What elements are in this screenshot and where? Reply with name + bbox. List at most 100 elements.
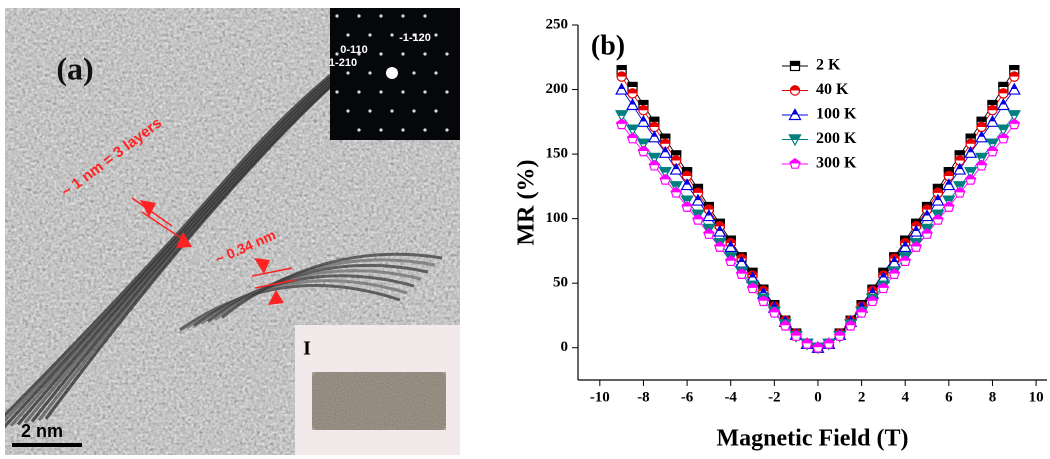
marker-fill xyxy=(823,337,835,344)
diffraction-spots xyxy=(335,14,449,132)
marker-fill xyxy=(779,319,791,326)
marker-fill xyxy=(669,181,683,187)
marker-fill xyxy=(703,228,715,234)
marker xyxy=(986,145,999,157)
marker-fill xyxy=(932,213,944,220)
diffraction-label: 1-210 xyxy=(329,57,357,69)
marker xyxy=(996,98,1010,111)
marker xyxy=(713,224,727,237)
marker xyxy=(920,209,934,222)
fringe xyxy=(200,269,422,325)
marker-fill xyxy=(879,271,887,278)
scale-bar-label: 2 nm xyxy=(21,421,63,441)
marker xyxy=(954,155,965,166)
marker-fill xyxy=(789,158,801,164)
marker xyxy=(691,193,705,206)
spot xyxy=(346,109,350,113)
marker xyxy=(953,162,967,175)
marker xyxy=(801,337,813,349)
marker-fill xyxy=(702,223,716,230)
marker xyxy=(985,138,999,151)
spot xyxy=(434,33,438,37)
marker-fill xyxy=(759,287,767,294)
marker-fill xyxy=(890,256,898,263)
marker-fill xyxy=(650,130,658,137)
marker-fill xyxy=(626,132,639,139)
marker xyxy=(735,268,748,279)
marker xyxy=(888,268,900,279)
fringe xyxy=(214,258,436,321)
marker xyxy=(975,152,989,165)
marker-fill xyxy=(953,181,967,187)
y-tick-label: 250 xyxy=(546,16,569,32)
marker-fill xyxy=(670,186,682,193)
marker xyxy=(649,121,660,133)
marker-fill xyxy=(648,159,661,166)
marker-fill xyxy=(834,330,846,336)
marker xyxy=(638,104,649,116)
marker-fill xyxy=(672,163,680,170)
marker xyxy=(910,241,922,252)
marker-fill xyxy=(727,240,735,247)
legend-entry: 40 K xyxy=(782,81,849,98)
marker xyxy=(1007,110,1021,123)
legend-label: 200 K xyxy=(816,130,857,147)
marker-fill xyxy=(735,268,748,274)
marker xyxy=(637,145,650,157)
marker xyxy=(669,181,683,194)
spot xyxy=(346,33,350,37)
marker xyxy=(615,82,629,95)
marker-fill xyxy=(649,116,660,122)
spot xyxy=(368,33,372,37)
y-axis-title: MR (%) xyxy=(514,160,540,246)
spot xyxy=(335,52,339,56)
marker-fill xyxy=(997,132,1010,139)
y-tick-label: 100 xyxy=(546,210,569,226)
marker xyxy=(788,108,802,121)
y-tick-label: 200 xyxy=(546,81,569,97)
scale-bar xyxy=(12,443,82,447)
x-axis-title: Magnetic Field (T) xyxy=(717,426,909,452)
marker-fill xyxy=(627,88,638,94)
marker-fill xyxy=(986,145,999,152)
marker-fill xyxy=(680,195,694,202)
marker xyxy=(757,295,770,307)
marker-fill xyxy=(964,167,978,173)
annotation-line xyxy=(254,279,296,289)
marker xyxy=(702,209,716,222)
marker xyxy=(877,282,890,294)
marker-fill xyxy=(746,282,759,288)
marker-fill xyxy=(967,146,975,153)
marker xyxy=(626,124,640,137)
marker-fill xyxy=(703,204,715,210)
series-line xyxy=(621,115,1015,349)
marker xyxy=(692,213,704,225)
annotation-arrow xyxy=(140,200,156,217)
x-tick-label: -8 xyxy=(637,389,650,405)
marker-fill xyxy=(910,241,922,247)
marker-fill xyxy=(855,306,868,313)
marker-fill xyxy=(738,256,746,263)
spot xyxy=(368,109,372,113)
spot xyxy=(390,109,394,113)
marker-fill xyxy=(1007,110,1021,116)
marker-fill xyxy=(683,178,691,185)
marker xyxy=(855,306,868,318)
spot xyxy=(401,52,405,56)
spot xyxy=(357,90,361,94)
marker xyxy=(703,228,715,239)
marker-fill xyxy=(965,133,976,139)
marker-fill xyxy=(996,124,1010,131)
annotation-line xyxy=(251,267,293,277)
marker-fill xyxy=(681,170,693,177)
marker-fill xyxy=(877,282,890,288)
x-tick-label: -4 xyxy=(724,389,737,405)
spot xyxy=(423,52,427,56)
marker-fill xyxy=(954,150,965,156)
marker xyxy=(615,118,628,130)
annotation-arrow xyxy=(176,232,192,248)
marker-fill xyxy=(888,268,900,274)
marker-fill xyxy=(768,306,780,313)
marker-fill xyxy=(671,150,682,156)
spot xyxy=(335,14,339,18)
